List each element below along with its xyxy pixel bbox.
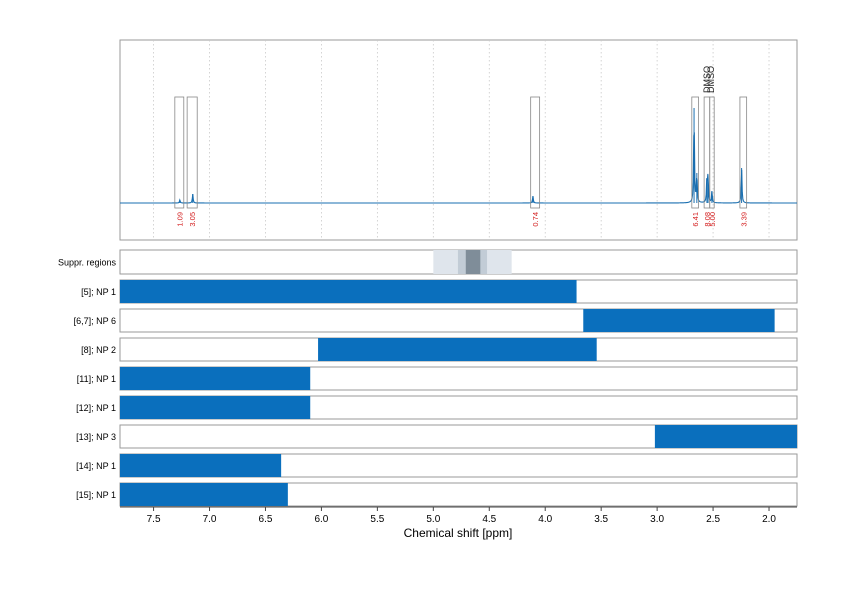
bar-label: [6,7]; NP 6 <box>74 316 116 326</box>
solvent-label: DMSO <box>706 66 716 93</box>
bar-label: [14]; NP 1 <box>76 461 116 471</box>
bar-label: [11]; NP 1 <box>77 374 116 384</box>
bar <box>120 367 311 390</box>
bar-label: [15]; NP 1 <box>76 490 116 500</box>
x-axis: 7.5 7.0 6.5 6.0 5.5 5.0 4.5 4.0 3.5 3.0 2.5 2.0 <box>120 506 797 525</box>
suppressed-band <box>465 250 481 274</box>
bar-label: [5]; NP 1 <box>81 287 116 297</box>
suppressed-label: Suppr. regions <box>58 258 117 268</box>
x-tick-label: 6.5 <box>259 514 273 525</box>
integration-regions: 1.09 3.05 0.74 6.41 8.085.00 3.39 <box>174 96 748 227</box>
bar <box>120 396 311 419</box>
region-bars: [5]; NP 1 [6,7]; NP 6 [8]; NP 2 [11]; NP 1 [… <box>74 279 798 507</box>
bar <box>318 338 597 361</box>
integration-label: 6.41 <box>691 212 700 227</box>
bar <box>654 425 797 448</box>
bar <box>120 483 288 506</box>
x-tick-label: 5.0 <box>426 514 440 525</box>
bar <box>120 280 577 303</box>
bar-label: [8]; NP 2 <box>81 345 116 355</box>
integration-label: 3.39 <box>739 212 748 227</box>
x-tick-label: 7.0 <box>203 514 217 525</box>
integration-label: 0.74 <box>531 212 540 227</box>
integration-box <box>530 96 541 209</box>
integration-label: 5.00 <box>708 212 717 227</box>
integration-box <box>691 96 699 209</box>
x-tick-label: 4.5 <box>482 514 496 525</box>
x-tick-label: 6.0 <box>314 514 328 525</box>
spectrum-line <box>120 132 797 204</box>
bar <box>120 454 282 477</box>
integration-box <box>186 96 198 209</box>
integration-label: 8.08 <box>703 212 712 227</box>
integration-box <box>739 96 748 209</box>
x-axis-label: Chemical shift [ppm] <box>404 526 513 540</box>
x-tick-label: 3.0 <box>650 514 664 525</box>
integration-box <box>174 96 185 209</box>
integration-label: 1.09 <box>175 212 184 227</box>
x-tick-label: 7.5 <box>147 514 161 525</box>
integration-box <box>709 96 715 209</box>
x-tick-label: 5.5 <box>370 514 384 525</box>
bar <box>583 309 775 332</box>
x-tick-label: 4.0 <box>538 514 552 525</box>
x-tick-label: 3.5 <box>594 514 608 525</box>
bar-label: [12]; NP 1 <box>76 403 116 413</box>
bar-label: [13]; NP 3 <box>76 432 116 442</box>
spectrum-grid <box>153 40 770 240</box>
integration-label: 3.05 <box>188 212 197 227</box>
x-tick-label: 2.0 <box>762 514 776 525</box>
suppressed-regions-track: Suppr. regions <box>58 249 798 275</box>
solvent-label: DMSO <box>702 66 712 93</box>
spectrum <box>120 108 797 204</box>
x-tick-label: 2.5 <box>706 514 720 525</box>
spectrum-panel <box>119 39 798 241</box>
